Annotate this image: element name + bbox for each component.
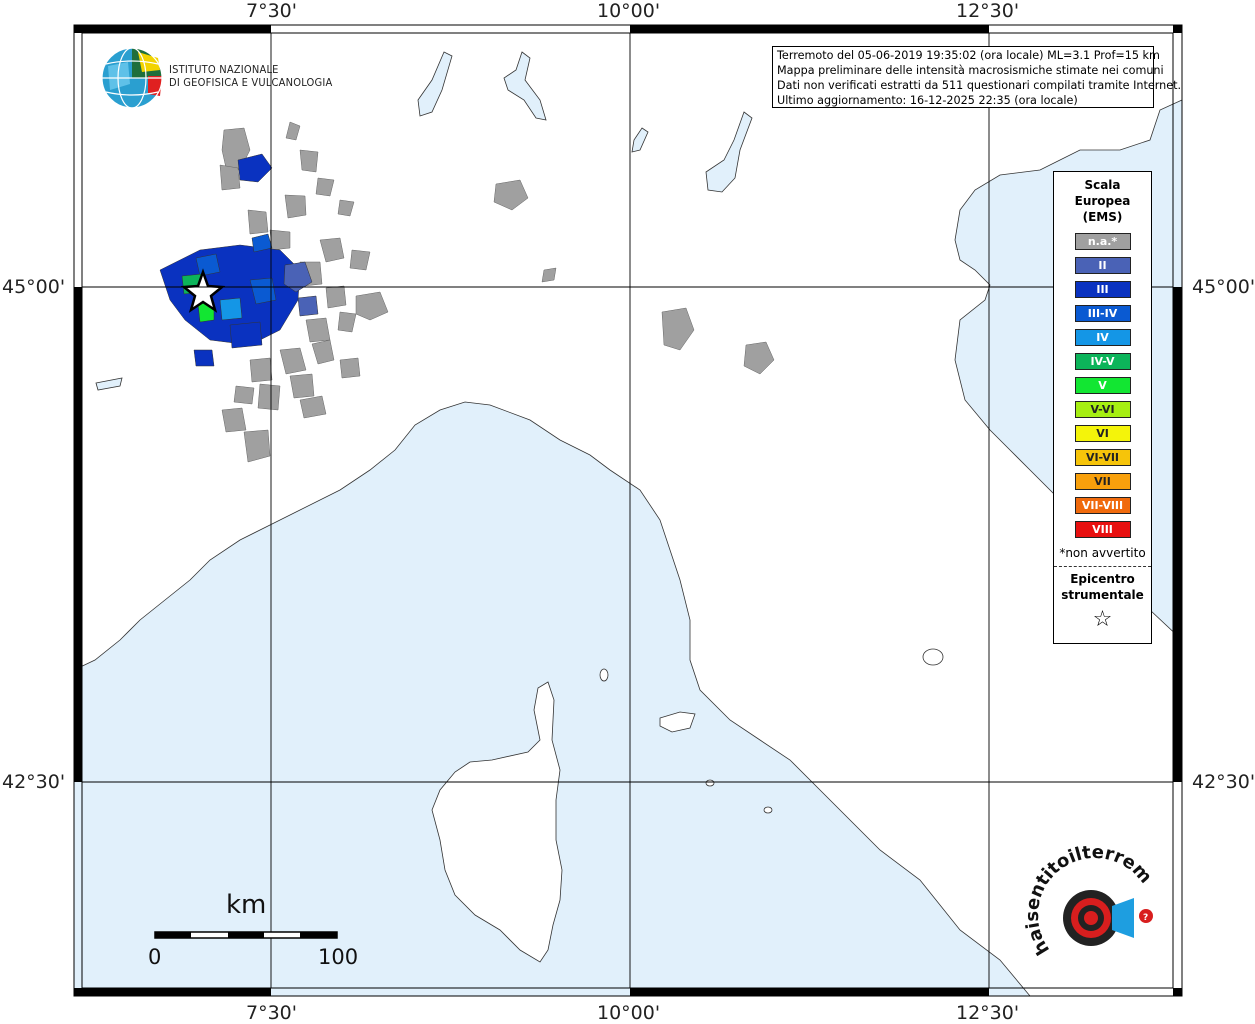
island-elba	[659, 711, 696, 733]
lat-tick-left-2: 42°30'	[2, 771, 66, 793]
legend-item: VI	[1074, 425, 1131, 442]
map-graticule	[82, 33, 1173, 988]
legend-item: VIII	[1074, 521, 1131, 538]
svg-text:?: ?	[1143, 913, 1148, 923]
island-small	[763, 806, 773, 814]
info-line-1: Terremoto del 05-06-2019 19:35:02 (ora l…	[777, 49, 1160, 62]
legend-item: III	[1074, 281, 1131, 298]
legend-item: V-VI	[1074, 401, 1131, 418]
island-corsica	[431, 681, 563, 963]
info-line-2: Mappa preliminare delle intensità macros…	[777, 64, 1164, 77]
scale-start: 0	[148, 945, 162, 969]
frame-bands	[74, 25, 1182, 996]
legend-title-line-2: Europea	[1074, 194, 1131, 208]
lon-tick-bottom-3: 12°30'	[956, 1002, 1020, 1024]
scale-unit: km	[226, 890, 267, 920]
legend-item: III-IV	[1074, 305, 1131, 322]
legend-item: IV-V	[1074, 353, 1131, 370]
lon-tick-top-3: 12°30'	[956, 0, 1020, 22]
island-small	[599, 668, 609, 682]
event-info-box: Terremoto del 05-06-2019 19:35:02 (ora l…	[772, 46, 1182, 108]
lake-como	[503, 51, 547, 121]
legend-epicenter-line-2: strumentale	[1061, 588, 1144, 602]
lon-tick-top-2: 10°00'	[597, 0, 661, 22]
scale-end: 100	[318, 945, 359, 969]
ems-legend: Scala Europea (EMS) n.a.* II III III-IV IV IV…	[1053, 171, 1152, 644]
legend-note: *non avvertito	[1059, 546, 1146, 560]
star-icon: ☆	[1092, 607, 1113, 632]
lake-small	[95, 377, 123, 391]
scale-bar	[154, 931, 338, 939]
legend-item: IV	[1074, 329, 1131, 346]
lon-tick-bottom-1: 7°30'	[246, 1002, 297, 1024]
legend-item: VII	[1074, 473, 1131, 490]
island-small	[705, 779, 715, 787]
legend-item: VII-VIII	[1074, 497, 1131, 514]
logo-line-1: ISTITUTO NAZIONALE	[169, 63, 279, 76]
lat-tick-right-1: 45°00'	[1192, 276, 1255, 298]
legend-items: n.a.* II III III-IV IV IV-V V V-VI VI VI-VII VII VI…	[1054, 233, 1151, 538]
legend-title-line-1: Scala	[1084, 178, 1121, 192]
lake-garda	[705, 111, 753, 193]
lake-maggiore	[417, 51, 453, 117]
island-small	[922, 648, 944, 666]
lake-iseo	[631, 127, 649, 153]
lat-tick-right-2: 42°30'	[1192, 771, 1255, 793]
ingv-logo-text: ISTITUTO NAZIONALE DI GEOFISICA E VULCAN…	[169, 63, 332, 89]
info-line-4: Ultimo aggiornamento: 16-12-2025 22:35 (…	[777, 94, 1078, 107]
lon-tick-top-1: 7°30'	[246, 0, 297, 22]
legend-item: II	[1074, 257, 1131, 274]
legend-item: V	[1074, 377, 1131, 394]
legend-separator	[1054, 566, 1151, 567]
info-line-3: Dati non verificati estratti da 511 ques…	[777, 79, 1182, 92]
lat-tick-left-1: 45°00'	[2, 276, 66, 298]
globe-logo-icon	[101, 47, 163, 109]
legend-item: VI-VII	[1074, 449, 1131, 466]
legend-title: Scala Europea (EMS)	[1054, 177, 1151, 225]
logo-line-2: DI GEOFISICA E VULCANOLOGIA	[169, 76, 333, 89]
legend-epicenter-line-1: Epicentro	[1070, 572, 1135, 586]
legend-title-line-3: (EMS)	[1082, 210, 1123, 224]
legend-epicenter-label: Epicentro strumentale	[1054, 571, 1151, 603]
legend-item: n.a.*	[1074, 233, 1131, 250]
intensity-na-areas	[219, 121, 775, 463]
lon-tick-bottom-2: 10°00'	[597, 1002, 661, 1024]
